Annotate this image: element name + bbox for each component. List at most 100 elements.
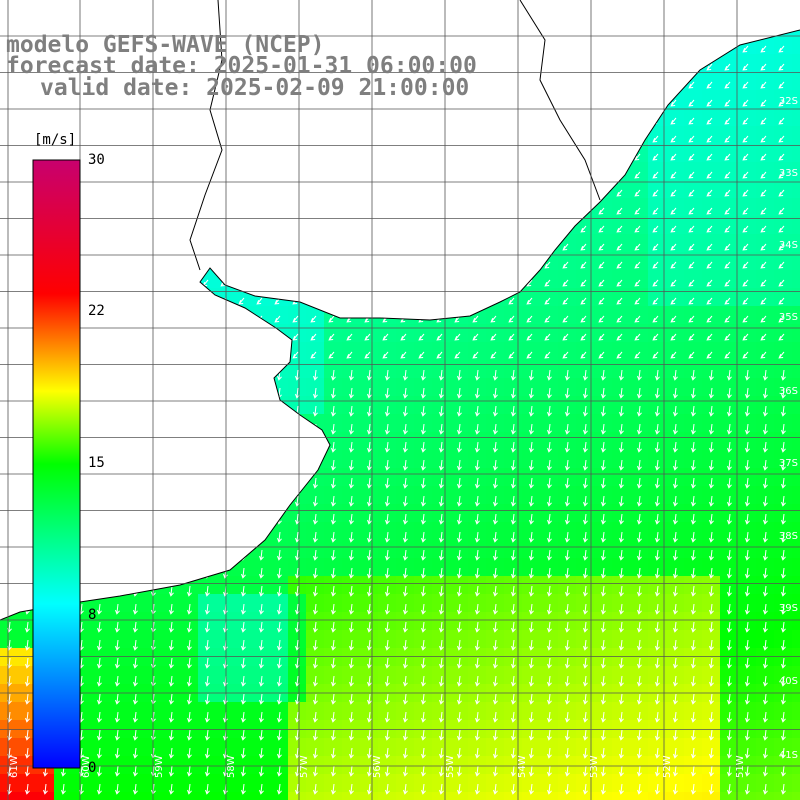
wind-arrow — [475, 783, 480, 795]
wind-arrow — [742, 30, 749, 35]
wind-arrow — [472, 207, 479, 215]
wind-arrow — [529, 765, 534, 777]
wind-arrow — [709, 567, 714, 579]
wind-arrow — [670, 225, 677, 233]
wind-arrow — [259, 621, 264, 633]
wind-cell — [216, 540, 234, 558]
wind-arrow — [709, 621, 714, 633]
wind-arrow — [745, 441, 750, 453]
wind-cell — [756, 0, 774, 18]
wind-cell — [486, 234, 504, 252]
wind-arrow — [526, 297, 533, 305]
wind-arrow — [508, 315, 515, 323]
wind-cell — [738, 198, 756, 216]
wind-arrow — [292, 351, 299, 359]
wind-arrow — [328, 315, 335, 323]
wind-cell — [432, 378, 450, 396]
wind-arrow — [25, 639, 30, 651]
wind-arrow — [637, 477, 642, 489]
wind-cell — [630, 738, 648, 756]
wind-arrow — [43, 783, 48, 795]
wind-arrow — [277, 711, 282, 723]
wind-arrow — [4, 261, 11, 269]
wind-cell — [684, 774, 702, 792]
wind-arrow — [619, 369, 624, 381]
wind-cell — [684, 252, 702, 270]
wind-cell — [90, 522, 108, 540]
wind-arrow — [742, 243, 749, 251]
wind-arrow — [421, 639, 426, 651]
wind-cell — [774, 486, 792, 504]
wind-cell — [666, 702, 684, 720]
wind-cell — [666, 216, 684, 234]
wind-cell — [630, 162, 648, 180]
wind-arrow — [637, 441, 642, 453]
wind-arrow — [187, 423, 192, 435]
wind-cell — [702, 162, 720, 180]
wind-arrow — [115, 495, 120, 507]
wind-arrow — [544, 81, 551, 89]
wind-arrow — [223, 495, 228, 507]
wind-arrow — [364, 30, 371, 35]
wind-cell — [738, 90, 756, 108]
wind-cell — [396, 270, 414, 288]
wind-arrow — [346, 261, 353, 269]
wind-arrow — [400, 153, 407, 161]
wind-cell — [702, 738, 720, 756]
wind-arrow — [562, 189, 569, 197]
wind-cell — [522, 702, 540, 720]
wind-cell — [540, 504, 558, 522]
wind-arrow — [673, 675, 678, 687]
wind-arrow — [385, 639, 390, 651]
wind-arrow — [184, 153, 191, 161]
wind-cell — [324, 234, 342, 252]
wind-arrow — [760, 351, 767, 359]
wind-arrow — [529, 657, 534, 669]
wind-arrow — [385, 567, 390, 579]
wind-arrow — [94, 351, 101, 359]
wind-arrow — [133, 657, 138, 669]
wind-cell — [576, 594, 594, 612]
wind-arrow — [544, 45, 551, 53]
wind-arrow — [583, 387, 588, 399]
wind-arrow — [77, 10, 82, 16]
wind-cell — [720, 468, 738, 486]
wind-arrow — [745, 369, 750, 381]
wind-arrow — [475, 693, 480, 705]
wind-cell — [162, 432, 180, 450]
wind-arrow — [619, 513, 624, 525]
wind-arrow — [457, 621, 462, 633]
wind-arrow — [169, 477, 174, 489]
wind-arrow — [580, 297, 587, 305]
wind-cell — [648, 576, 666, 594]
wind-cell — [738, 252, 756, 270]
wind-arrow — [745, 657, 750, 669]
wind-arrow — [601, 603, 606, 615]
wind-cell — [360, 486, 378, 504]
wind-cell — [594, 162, 612, 180]
wind-arrow — [202, 261, 209, 269]
wind-cell — [558, 558, 576, 576]
wind-cell — [702, 324, 720, 342]
wind-cell — [558, 324, 576, 342]
wind-cell — [666, 630, 684, 648]
wind-cell — [90, 342, 108, 360]
wind-cell — [792, 702, 800, 720]
wind-cell — [684, 486, 702, 504]
wind-arrow — [439, 639, 444, 651]
wind-cell — [576, 486, 594, 504]
wind-cell — [720, 558, 738, 576]
wind-arrow — [652, 171, 659, 179]
wind-arrow — [763, 495, 768, 507]
wind-cell — [792, 108, 800, 126]
wind-arrow — [526, 30, 533, 35]
wind-cell — [198, 702, 216, 720]
wind-arrow — [493, 729, 498, 741]
wind-arrow — [454, 333, 461, 341]
wind-cell — [792, 252, 800, 270]
wind-arrow — [439, 729, 444, 741]
wind-arrow — [508, 225, 515, 233]
wind-cell — [378, 324, 396, 342]
wind-cell — [108, 792, 126, 800]
wind-arrow — [763, 765, 768, 777]
